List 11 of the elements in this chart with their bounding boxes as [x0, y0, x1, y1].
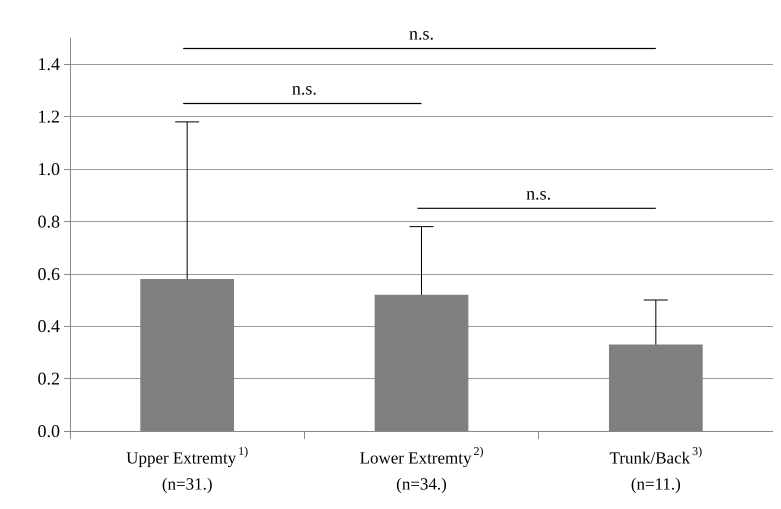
annotation: n.s.	[292, 78, 317, 98]
y-tick-label: 1.2	[38, 106, 60, 127]
y-tick-label: 0.4	[38, 316, 60, 336]
y-tick-label: 0.2	[38, 368, 60, 389]
annotation: n.s.	[408, 23, 434, 44]
y-tick-label: 0.0	[38, 421, 60, 441]
y-tick-label: 1.0	[38, 159, 60, 179]
y-tick-label: 1.4	[38, 54, 60, 74]
annotation: n.s.	[526, 183, 552, 204]
y-tick-label: 0.8	[38, 211, 60, 232]
y-tick-label: 0.6	[38, 264, 60, 284]
